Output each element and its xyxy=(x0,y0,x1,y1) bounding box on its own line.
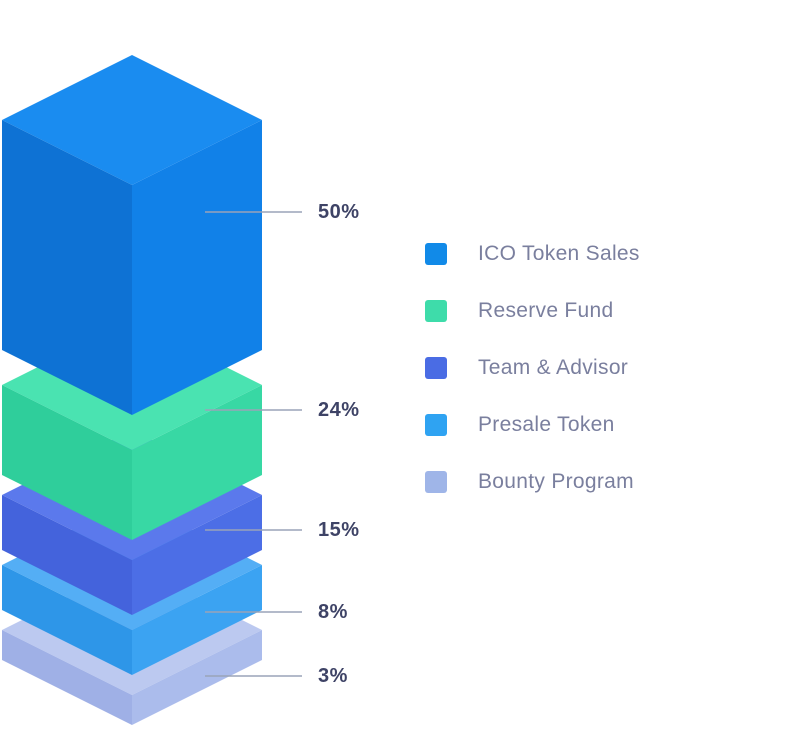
legend-swatch-presale xyxy=(425,414,447,436)
legend-label-team: Team & Advisor xyxy=(478,356,629,379)
legend-swatch-ico xyxy=(425,243,447,265)
legend-item-reserve-fund: Reserve Fund xyxy=(425,299,640,322)
ico-left-face xyxy=(2,120,132,415)
legend-swatch-reserve xyxy=(425,300,447,322)
legend-item-presale-token: Presale Token xyxy=(425,413,640,436)
leader-bounty: 3% xyxy=(205,665,348,687)
legend-item-bounty-program: Bounty Program xyxy=(425,470,640,493)
presale-right-face xyxy=(132,565,262,675)
legend-swatch-team xyxy=(425,357,447,379)
legend-label-reserve: Reserve Fund xyxy=(478,299,614,322)
legend-item-team-advisor: Team & Advisor xyxy=(425,356,640,379)
legend-item-ico-token-sales: ICO Token Sales xyxy=(425,242,640,265)
leader-ico: 50% xyxy=(205,201,360,223)
bounty-right-face xyxy=(132,630,262,725)
legend: ICO Token Sales Reserve Fund Team & Advi… xyxy=(425,242,640,493)
ico-right-face xyxy=(132,120,262,415)
legend-label-bounty: Bounty Program xyxy=(478,470,634,493)
bounty-left-face xyxy=(2,630,132,725)
reserve-left-face xyxy=(2,385,132,540)
leader-reserve: 24% xyxy=(205,399,360,421)
block-ico-token-sales xyxy=(2,55,262,415)
reserve-right-face xyxy=(132,385,262,540)
pct-label-50: 50% xyxy=(318,201,360,223)
team-left-face xyxy=(2,495,132,615)
leader-team: 15% xyxy=(205,519,360,541)
legend-label-ico: ICO Token Sales xyxy=(478,242,640,265)
pct-label-15: 15% xyxy=(318,519,360,541)
pct-label-24: 24% xyxy=(318,399,360,421)
legend-label-presale: Presale Token xyxy=(478,413,615,436)
leader-presale: 8% xyxy=(205,601,348,623)
presale-left-face xyxy=(2,565,132,675)
pct-label-3: 3% xyxy=(318,665,348,687)
team-right-face xyxy=(132,495,262,615)
legend-swatch-bounty xyxy=(425,471,447,493)
pct-label-8: 8% xyxy=(318,601,348,623)
